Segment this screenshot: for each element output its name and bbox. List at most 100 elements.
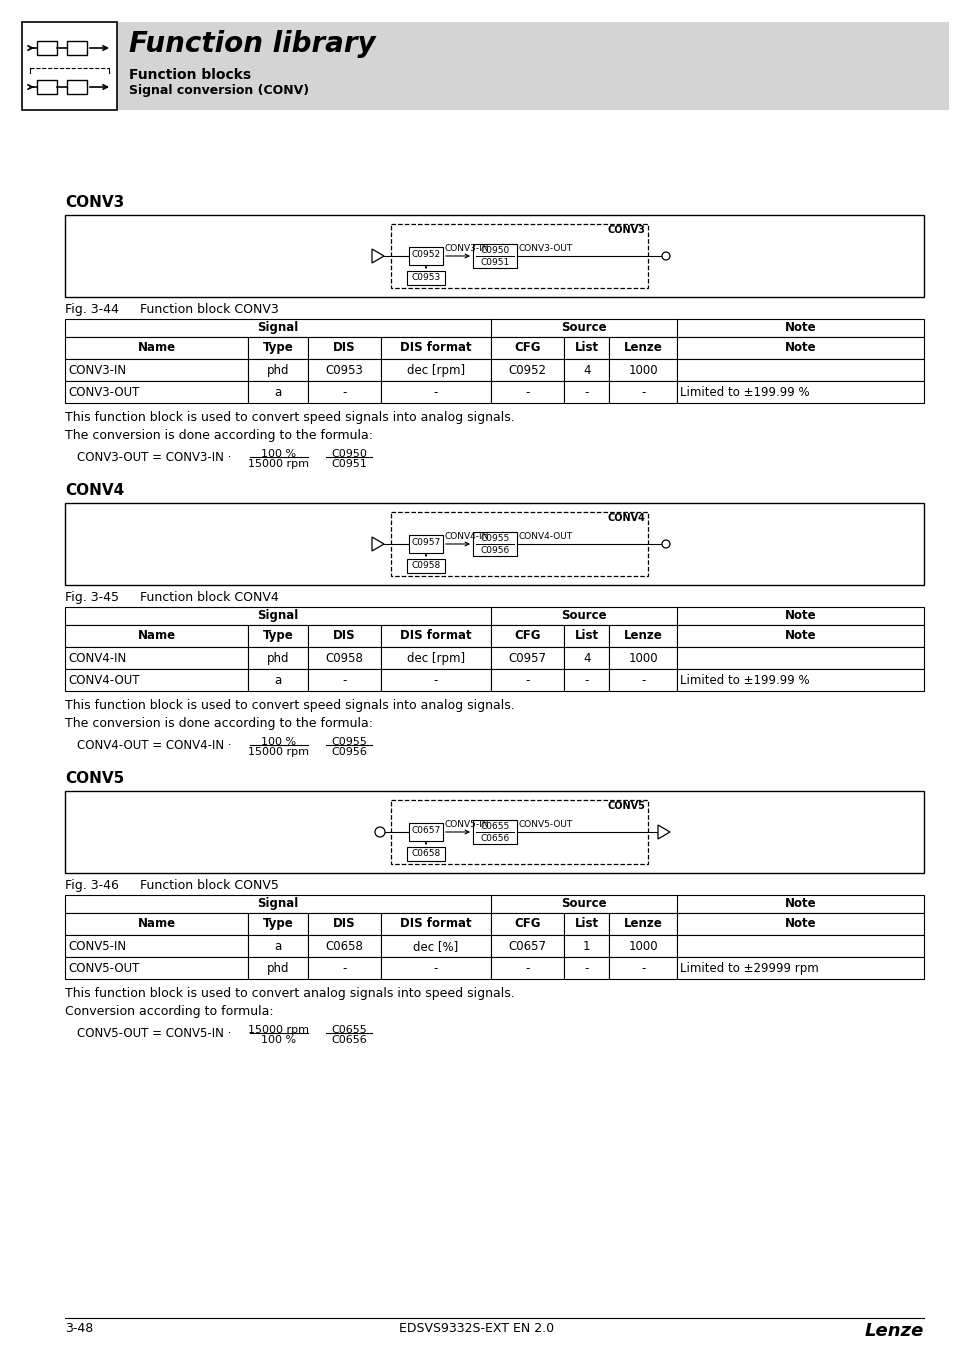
Text: Note: Note [784,629,816,643]
Text: Name: Name [137,342,175,354]
Text: C0657: C0657 [508,940,546,953]
Text: Signal: Signal [257,609,298,622]
Bar [491,359,564,381]
Text: Function block CONV5: Function block CONV5 [140,879,278,892]
Bar [307,913,380,936]
Bar [380,359,491,381]
Bar [248,625,307,647]
Bar [65,957,248,979]
Bar [380,957,491,979]
Bar [677,670,923,691]
Text: Note: Note [784,917,816,930]
Bar [409,247,442,265]
Text: Type: Type [262,629,294,643]
Text: DIS format: DIS format [399,917,472,930]
Text: 1: 1 [582,940,590,953]
Text: C0958: C0958 [411,562,440,570]
Bar [677,913,923,936]
Text: -: - [342,963,346,975]
Bar [491,625,564,647]
Text: Source: Source [560,609,606,622]
Text: 15000 rpm: 15000 rpm [248,1025,309,1035]
Circle shape [375,828,385,837]
Bar [564,338,609,359]
Text: 1000: 1000 [628,940,658,953]
Text: Note: Note [784,321,816,333]
Text: a: a [274,386,281,400]
Bar [609,670,677,691]
Bar [380,381,491,404]
Text: DIS format: DIS format [399,629,472,643]
Bar [117,22,948,109]
Bar [491,647,564,670]
Text: Name: Name [137,917,175,930]
Text: Signal: Signal [257,896,298,910]
Bar [248,381,307,404]
Bar [65,625,248,647]
Text: CONV4: CONV4 [606,513,644,522]
Text: This function block is used to convert speed signals into analog signals.: This function block is used to convert s… [65,699,515,711]
Text: Function library: Function library [129,30,375,58]
Bar [65,913,248,936]
Text: Signal conversion (CONV): Signal conversion (CONV) [129,84,309,97]
Bar [65,647,248,670]
Text: CONV3-OUT = CONV3-IN ·: CONV3-OUT = CONV3-IN · [77,451,232,464]
Polygon shape [372,537,384,551]
Text: Signal: Signal [257,321,298,333]
Bar [65,670,248,691]
Polygon shape [658,825,669,838]
Text: Lenze: Lenze [623,629,662,643]
Text: C0953: C0953 [411,273,440,282]
Text: C0952: C0952 [411,250,440,259]
Bar [248,647,307,670]
Text: CONV3-IN: CONV3-IN [444,244,489,252]
Bar [67,80,87,94]
Bar [491,957,564,979]
Text: -: - [434,674,437,687]
Text: Fig. 3-46: Fig. 3-46 [65,879,119,892]
Bar [380,913,491,936]
Text: C0951: C0951 [331,459,367,468]
Text: -: - [525,674,529,687]
Bar [248,936,307,957]
Text: Limited to ±199.99 %: Limited to ±199.99 % [679,386,809,400]
Text: dec [%]: dec [%] [413,940,458,953]
Text: Note: Note [784,342,816,354]
Bar [609,913,677,936]
Text: This function block is used to convert speed signals into analog signals.: This function block is used to convert s… [65,410,515,424]
Text: phd: phd [267,652,289,666]
Bar [407,271,444,285]
Text: 3-48: 3-48 [65,1322,93,1335]
Bar [564,936,609,957]
Bar [307,647,380,670]
Bar [609,936,677,957]
Text: The conversion is done according to the formula:: The conversion is done according to the … [65,717,373,730]
Text: C0952: C0952 [508,364,546,377]
Text: Note: Note [784,896,816,910]
Bar [391,224,647,288]
Bar [609,625,677,647]
Text: C0951: C0951 [480,258,509,267]
Text: phd: phd [267,963,289,975]
Text: 1000: 1000 [628,652,658,666]
Bar [677,359,923,381]
Bar [307,957,380,979]
Text: Type: Type [262,342,294,354]
Bar [609,359,677,381]
Text: CONV5-OUT: CONV5-OUT [518,819,573,829]
Text: The conversion is done according to the formula:: The conversion is done according to the … [65,429,373,441]
Text: -: - [584,674,588,687]
Text: C0655: C0655 [480,822,509,832]
Text: CONV3-OUT: CONV3-OUT [518,244,573,252]
Text: CONV3-IN: CONV3-IN [68,364,126,377]
Text: 4: 4 [582,364,590,377]
Text: CONV5-IN: CONV5-IN [68,940,126,953]
Text: This function block is used to convert analog signals into speed signals.: This function block is used to convert a… [65,987,515,1000]
Text: 15000 rpm: 15000 rpm [248,747,309,757]
Bar [609,338,677,359]
Bar [564,670,609,691]
Bar [67,40,87,55]
Bar [37,40,57,55]
Text: 15000 rpm: 15000 rpm [248,459,309,468]
Text: -: - [640,963,645,975]
